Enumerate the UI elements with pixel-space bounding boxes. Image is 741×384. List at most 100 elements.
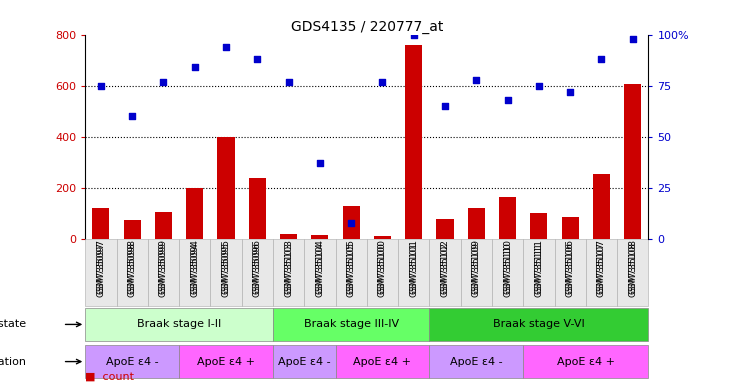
Bar xyxy=(624,84,642,239)
FancyBboxPatch shape xyxy=(554,239,586,306)
Bar xyxy=(273,308,429,341)
Point xyxy=(439,103,451,109)
FancyBboxPatch shape xyxy=(85,239,116,306)
FancyBboxPatch shape xyxy=(429,239,461,306)
Point xyxy=(126,113,138,119)
Text: GSM735100: GSM735100 xyxy=(378,239,387,294)
Bar xyxy=(280,234,297,239)
Point xyxy=(314,160,326,166)
Text: GSM735102: GSM735102 xyxy=(440,239,450,294)
Bar xyxy=(593,174,610,239)
Text: GSM735104: GSM735104 xyxy=(316,239,325,294)
FancyBboxPatch shape xyxy=(492,239,523,306)
Bar xyxy=(429,308,648,341)
Bar xyxy=(92,208,110,239)
FancyBboxPatch shape xyxy=(116,239,147,306)
Text: GSM735099: GSM735099 xyxy=(159,239,168,294)
Text: ApoE ε4 -: ApoE ε4 - xyxy=(106,357,159,367)
Bar xyxy=(523,345,648,378)
Point xyxy=(282,78,294,84)
Text: GSM735110: GSM735110 xyxy=(503,242,512,297)
Text: ApoE ε4 -: ApoE ε4 - xyxy=(450,357,502,367)
Bar xyxy=(124,220,141,239)
FancyBboxPatch shape xyxy=(242,239,273,306)
FancyBboxPatch shape xyxy=(336,239,367,306)
Bar xyxy=(499,197,516,239)
Text: GSM735103: GSM735103 xyxy=(284,242,293,297)
Text: GSM735107: GSM735107 xyxy=(597,239,606,294)
Text: GSM735100: GSM735100 xyxy=(378,242,387,297)
Text: GSM735105: GSM735105 xyxy=(347,239,356,294)
Point xyxy=(251,56,263,62)
Point xyxy=(627,36,639,42)
Text: genotype/variation: genotype/variation xyxy=(0,357,26,367)
Text: GSM735101: GSM735101 xyxy=(409,239,418,294)
Text: GSM735095: GSM735095 xyxy=(222,239,230,294)
Text: GSM735107: GSM735107 xyxy=(597,242,606,297)
Bar xyxy=(468,208,485,239)
FancyBboxPatch shape xyxy=(147,239,179,306)
Text: GSM735108: GSM735108 xyxy=(628,242,637,297)
FancyBboxPatch shape xyxy=(586,239,617,306)
FancyBboxPatch shape xyxy=(210,239,242,306)
Point xyxy=(158,78,170,84)
Point xyxy=(596,56,608,62)
Text: ■  count: ■ count xyxy=(85,371,134,381)
Text: GSM735104: GSM735104 xyxy=(316,242,325,297)
Bar xyxy=(342,206,359,239)
Text: GSM735106: GSM735106 xyxy=(565,242,575,297)
FancyBboxPatch shape xyxy=(523,239,554,306)
FancyBboxPatch shape xyxy=(617,239,648,306)
Text: GSM735102: GSM735102 xyxy=(440,242,450,297)
Text: GSM735111: GSM735111 xyxy=(534,242,543,297)
FancyBboxPatch shape xyxy=(367,239,398,306)
Bar xyxy=(179,345,273,378)
Bar xyxy=(311,235,328,239)
Bar xyxy=(531,214,548,239)
Text: GSM735105: GSM735105 xyxy=(347,242,356,297)
Title: GDS4135 / 220777_at: GDS4135 / 220777_at xyxy=(290,20,443,33)
Bar xyxy=(336,345,429,378)
Text: GSM735108: GSM735108 xyxy=(628,239,637,294)
Text: GSM735101: GSM735101 xyxy=(409,242,418,297)
Text: GSM735109: GSM735109 xyxy=(472,242,481,297)
Text: GSM735098: GSM735098 xyxy=(127,242,136,297)
Point xyxy=(376,78,388,84)
Bar xyxy=(436,218,453,239)
Bar xyxy=(249,178,266,239)
Text: GSM735095: GSM735095 xyxy=(222,242,230,297)
Text: Braak stage III-IV: Braak stage III-IV xyxy=(304,319,399,329)
Point xyxy=(471,76,482,83)
Text: GSM735098: GSM735098 xyxy=(127,239,136,294)
Bar xyxy=(85,308,273,341)
FancyBboxPatch shape xyxy=(273,239,305,306)
FancyBboxPatch shape xyxy=(179,239,210,306)
Point xyxy=(502,97,514,103)
Text: GSM735094: GSM735094 xyxy=(190,242,199,297)
Text: ApoE ε4 +: ApoE ε4 + xyxy=(556,357,615,367)
Bar xyxy=(373,237,391,239)
Point xyxy=(95,83,107,89)
Text: GSM735110: GSM735110 xyxy=(503,239,512,294)
Point xyxy=(564,89,576,95)
Text: GSM735099: GSM735099 xyxy=(159,242,168,297)
Bar xyxy=(273,345,336,378)
Text: GSM735109: GSM735109 xyxy=(472,239,481,294)
Text: ApoE ε4 +: ApoE ε4 + xyxy=(353,357,411,367)
Text: GSM735096: GSM735096 xyxy=(253,239,262,294)
FancyBboxPatch shape xyxy=(305,239,336,306)
Point xyxy=(189,64,201,70)
Bar xyxy=(217,137,235,239)
Bar xyxy=(155,212,172,239)
Text: ApoE ε4 -: ApoE ε4 - xyxy=(278,357,330,367)
FancyBboxPatch shape xyxy=(398,239,429,306)
Point xyxy=(408,31,419,38)
Point xyxy=(345,220,357,226)
Text: disease state: disease state xyxy=(0,319,26,329)
Text: ApoE ε4 +: ApoE ε4 + xyxy=(197,357,255,367)
FancyBboxPatch shape xyxy=(461,239,492,306)
Text: Braak stage I-II: Braak stage I-II xyxy=(137,319,222,329)
Text: GSM735103: GSM735103 xyxy=(284,239,293,294)
Bar xyxy=(186,188,203,239)
Bar xyxy=(405,45,422,239)
